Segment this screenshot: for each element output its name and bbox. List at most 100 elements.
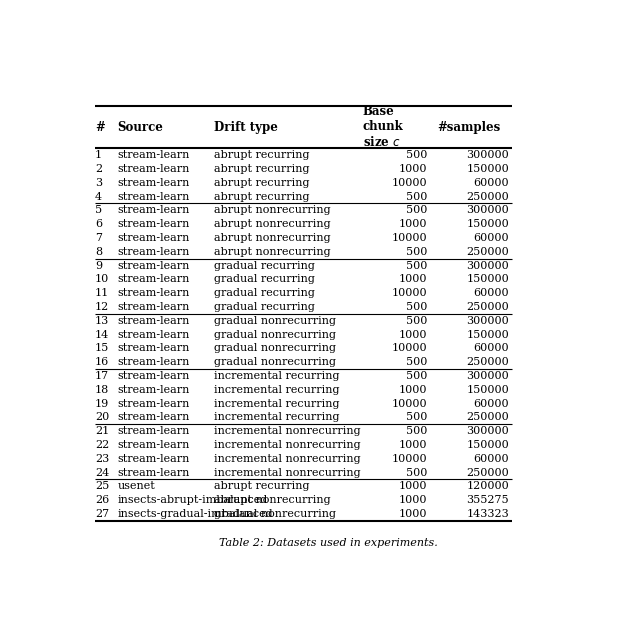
Text: incremental nonrecurring: incremental nonrecurring bbox=[214, 467, 360, 477]
Text: 14: 14 bbox=[95, 330, 109, 340]
Text: 1: 1 bbox=[95, 150, 102, 160]
Text: 27: 27 bbox=[95, 509, 109, 519]
Text: 1000: 1000 bbox=[399, 219, 428, 229]
Text: 500: 500 bbox=[406, 316, 428, 326]
Text: 23: 23 bbox=[95, 454, 109, 464]
Text: 150000: 150000 bbox=[467, 330, 509, 340]
Text: 15: 15 bbox=[95, 343, 109, 353]
Text: 60000: 60000 bbox=[474, 399, 509, 408]
Text: stream-learn: stream-learn bbox=[117, 288, 189, 298]
Text: gradual recurring: gradual recurring bbox=[214, 288, 315, 298]
Text: incremental nonrecurring: incremental nonrecurring bbox=[214, 426, 360, 436]
Text: insects-abrupt-imbalanced: insects-abrupt-imbalanced bbox=[117, 495, 268, 505]
Text: 10000: 10000 bbox=[392, 399, 428, 408]
Text: stream-learn: stream-learn bbox=[117, 178, 189, 188]
Text: 500: 500 bbox=[406, 426, 428, 436]
Text: 60000: 60000 bbox=[474, 288, 509, 298]
Text: 60000: 60000 bbox=[474, 454, 509, 464]
Text: gradual nonrecurring: gradual nonrecurring bbox=[214, 330, 336, 340]
Text: incremental nonrecurring: incremental nonrecurring bbox=[214, 440, 360, 450]
Text: abrupt recurring: abrupt recurring bbox=[214, 481, 309, 492]
Text: 120000: 120000 bbox=[467, 481, 509, 492]
Text: stream-learn: stream-learn bbox=[117, 412, 189, 422]
Text: 10000: 10000 bbox=[392, 454, 428, 464]
Text: Source: Source bbox=[117, 121, 163, 134]
Text: incremental recurring: incremental recurring bbox=[214, 371, 339, 381]
Text: 500: 500 bbox=[406, 357, 428, 367]
Text: 1000: 1000 bbox=[399, 495, 428, 505]
Text: abrupt nonrecurring: abrupt nonrecurring bbox=[214, 205, 330, 215]
Text: #samples: #samples bbox=[437, 121, 500, 134]
Text: stream-learn: stream-learn bbox=[117, 330, 189, 340]
Text: stream-learn: stream-learn bbox=[117, 440, 189, 450]
Text: 22: 22 bbox=[95, 440, 109, 450]
Text: 250000: 250000 bbox=[467, 191, 509, 202]
Text: abrupt nonrecurring: abrupt nonrecurring bbox=[214, 495, 330, 505]
Text: stream-learn: stream-learn bbox=[117, 399, 189, 408]
Text: stream-learn: stream-learn bbox=[117, 219, 189, 229]
Text: 500: 500 bbox=[406, 260, 428, 271]
Text: abrupt recurring: abrupt recurring bbox=[214, 191, 309, 202]
Text: 24: 24 bbox=[95, 467, 109, 477]
Text: stream-learn: stream-learn bbox=[117, 385, 189, 395]
Text: 150000: 150000 bbox=[467, 219, 509, 229]
Text: 20: 20 bbox=[95, 412, 109, 422]
Text: 143323: 143323 bbox=[467, 509, 509, 519]
Text: 17: 17 bbox=[95, 371, 109, 381]
Text: stream-learn: stream-learn bbox=[117, 164, 189, 174]
Text: stream-learn: stream-learn bbox=[117, 343, 189, 353]
Text: stream-learn: stream-learn bbox=[117, 371, 189, 381]
Text: 10000: 10000 bbox=[392, 288, 428, 298]
Text: 150000: 150000 bbox=[467, 164, 509, 174]
Text: 21: 21 bbox=[95, 426, 109, 436]
Text: 19: 19 bbox=[95, 399, 109, 408]
Text: 300000: 300000 bbox=[467, 150, 509, 160]
Text: gradual nonrecurring: gradual nonrecurring bbox=[214, 343, 336, 353]
Text: Table 2: Datasets used in experiments.: Table 2: Datasets used in experiments. bbox=[219, 538, 437, 548]
Text: 1000: 1000 bbox=[399, 481, 428, 492]
Text: 500: 500 bbox=[406, 150, 428, 160]
Text: usenet: usenet bbox=[117, 481, 155, 492]
Text: 10000: 10000 bbox=[392, 233, 428, 243]
Text: incremental recurring: incremental recurring bbox=[214, 412, 339, 422]
Text: 26: 26 bbox=[95, 495, 109, 505]
Text: stream-learn: stream-learn bbox=[117, 454, 189, 464]
Text: 10: 10 bbox=[95, 275, 109, 284]
Text: abrupt nonrecurring: abrupt nonrecurring bbox=[214, 233, 330, 243]
Text: 60000: 60000 bbox=[474, 343, 509, 353]
Text: 300000: 300000 bbox=[467, 371, 509, 381]
Text: 300000: 300000 bbox=[467, 426, 509, 436]
Text: 4: 4 bbox=[95, 191, 102, 202]
Text: abrupt recurring: abrupt recurring bbox=[214, 164, 309, 174]
Text: gradual nonrecurring: gradual nonrecurring bbox=[214, 357, 336, 367]
Text: 300000: 300000 bbox=[467, 260, 509, 271]
Text: gradual nonrecurring: gradual nonrecurring bbox=[214, 316, 336, 326]
Text: #: # bbox=[95, 121, 104, 134]
Text: abrupt nonrecurring: abrupt nonrecurring bbox=[214, 219, 330, 229]
Text: 6: 6 bbox=[95, 219, 102, 229]
Text: stream-learn: stream-learn bbox=[117, 426, 189, 436]
Text: abrupt recurring: abrupt recurring bbox=[214, 178, 309, 188]
Text: 1000: 1000 bbox=[399, 275, 428, 284]
Text: stream-learn: stream-learn bbox=[117, 260, 189, 271]
Text: stream-learn: stream-learn bbox=[117, 205, 189, 215]
Text: stream-learn: stream-learn bbox=[117, 233, 189, 243]
Text: 250000: 250000 bbox=[467, 302, 509, 312]
Text: incremental nonrecurring: incremental nonrecurring bbox=[214, 454, 360, 464]
Text: 1000: 1000 bbox=[399, 385, 428, 395]
Text: 300000: 300000 bbox=[467, 316, 509, 326]
Text: insects-gradual-imbalanced: insects-gradual-imbalanced bbox=[117, 509, 273, 519]
Text: 16: 16 bbox=[95, 357, 109, 367]
Text: 9: 9 bbox=[95, 260, 102, 271]
Text: 18: 18 bbox=[95, 385, 109, 395]
Text: 10000: 10000 bbox=[392, 343, 428, 353]
Text: stream-learn: stream-learn bbox=[117, 150, 189, 160]
Text: stream-learn: stream-learn bbox=[117, 316, 189, 326]
Text: 300000: 300000 bbox=[467, 205, 509, 215]
Text: stream-learn: stream-learn bbox=[117, 191, 189, 202]
Text: 60000: 60000 bbox=[474, 233, 509, 243]
Text: 1000: 1000 bbox=[399, 509, 428, 519]
Text: incremental recurring: incremental recurring bbox=[214, 385, 339, 395]
Text: 250000: 250000 bbox=[467, 467, 509, 477]
Text: Drift type: Drift type bbox=[214, 121, 278, 134]
